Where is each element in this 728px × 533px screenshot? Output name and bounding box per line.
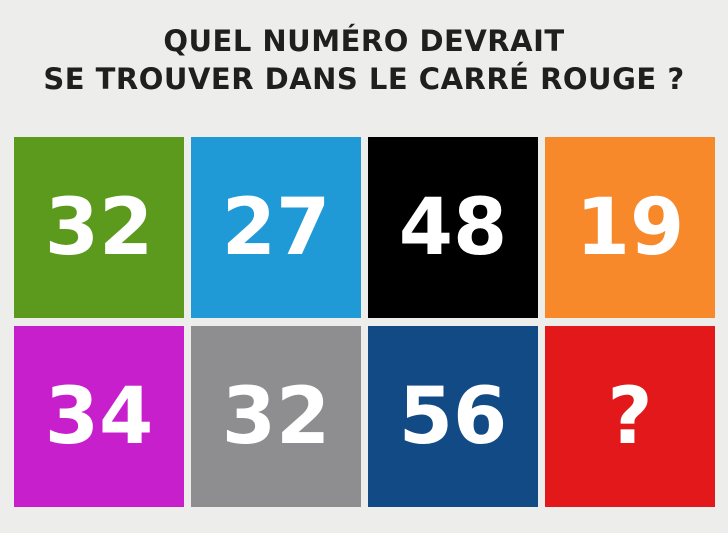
title-line: QUEL NUMÉRO DEVRAIT [163, 24, 565, 58]
tile: 19 [545, 137, 715, 318]
tile: ? [545, 326, 715, 507]
tile: 48 [368, 137, 538, 318]
tile: 32 [14, 137, 184, 318]
tile: 32 [191, 326, 361, 507]
tile: 56 [368, 326, 538, 507]
tile: 27 [191, 137, 361, 318]
tile: 34 [14, 326, 184, 507]
title-line: SE TROUVER DANS LE CARRÉ ROUGE ? [43, 62, 685, 96]
